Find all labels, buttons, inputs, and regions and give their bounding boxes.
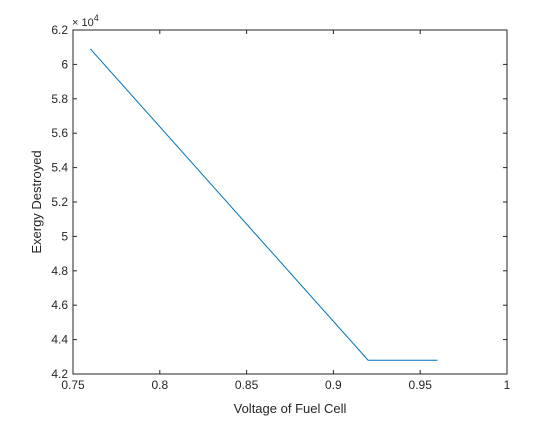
x-tick-label: 0.8 — [151, 378, 168, 392]
y-exponent-label: × 104 — [72, 13, 99, 29]
x-tick-label: 0.85 — [235, 378, 259, 392]
x-tick-label: 0.9 — [325, 378, 342, 392]
y-tick-label: 4.6 — [51, 298, 68, 312]
y-exponent-base: × 10 — [72, 17, 94, 29]
y-tick-label: 4.2 — [51, 367, 68, 381]
y-tick-label: 5.2 — [51, 195, 68, 209]
y-tick-label: 5 — [61, 229, 68, 243]
y-tick-label: 5.4 — [51, 161, 68, 175]
series-line-0 — [89, 48, 438, 361]
y-tick-label: 6 — [61, 57, 68, 71]
x-tick-label: 0.95 — [409, 378, 433, 392]
axis-ticks: 0.75 0.8 0.85 0.9 0.95 1 4.2 4.4 4.6 4.8 5 5.2 5.4 5.… — [51, 23, 510, 392]
x-tick-label: 1 — [504, 378, 511, 392]
x-tick-label: 0.75 — [61, 378, 85, 392]
y-exponent-power: 4 — [94, 13, 99, 23]
y-tick-label: 4.8 — [51, 264, 68, 278]
y-tick-label: 5.8 — [51, 92, 68, 106]
x-axis-label: Voltage of Fuel Cell — [234, 401, 347, 416]
y-axis-label: Exergy Destroyed — [29, 150, 44, 253]
y-tick-label: 6.2 — [51, 23, 68, 37]
y-tick-label: 5.6 — [51, 126, 68, 140]
y-tick-label: 4.4 — [51, 333, 68, 347]
